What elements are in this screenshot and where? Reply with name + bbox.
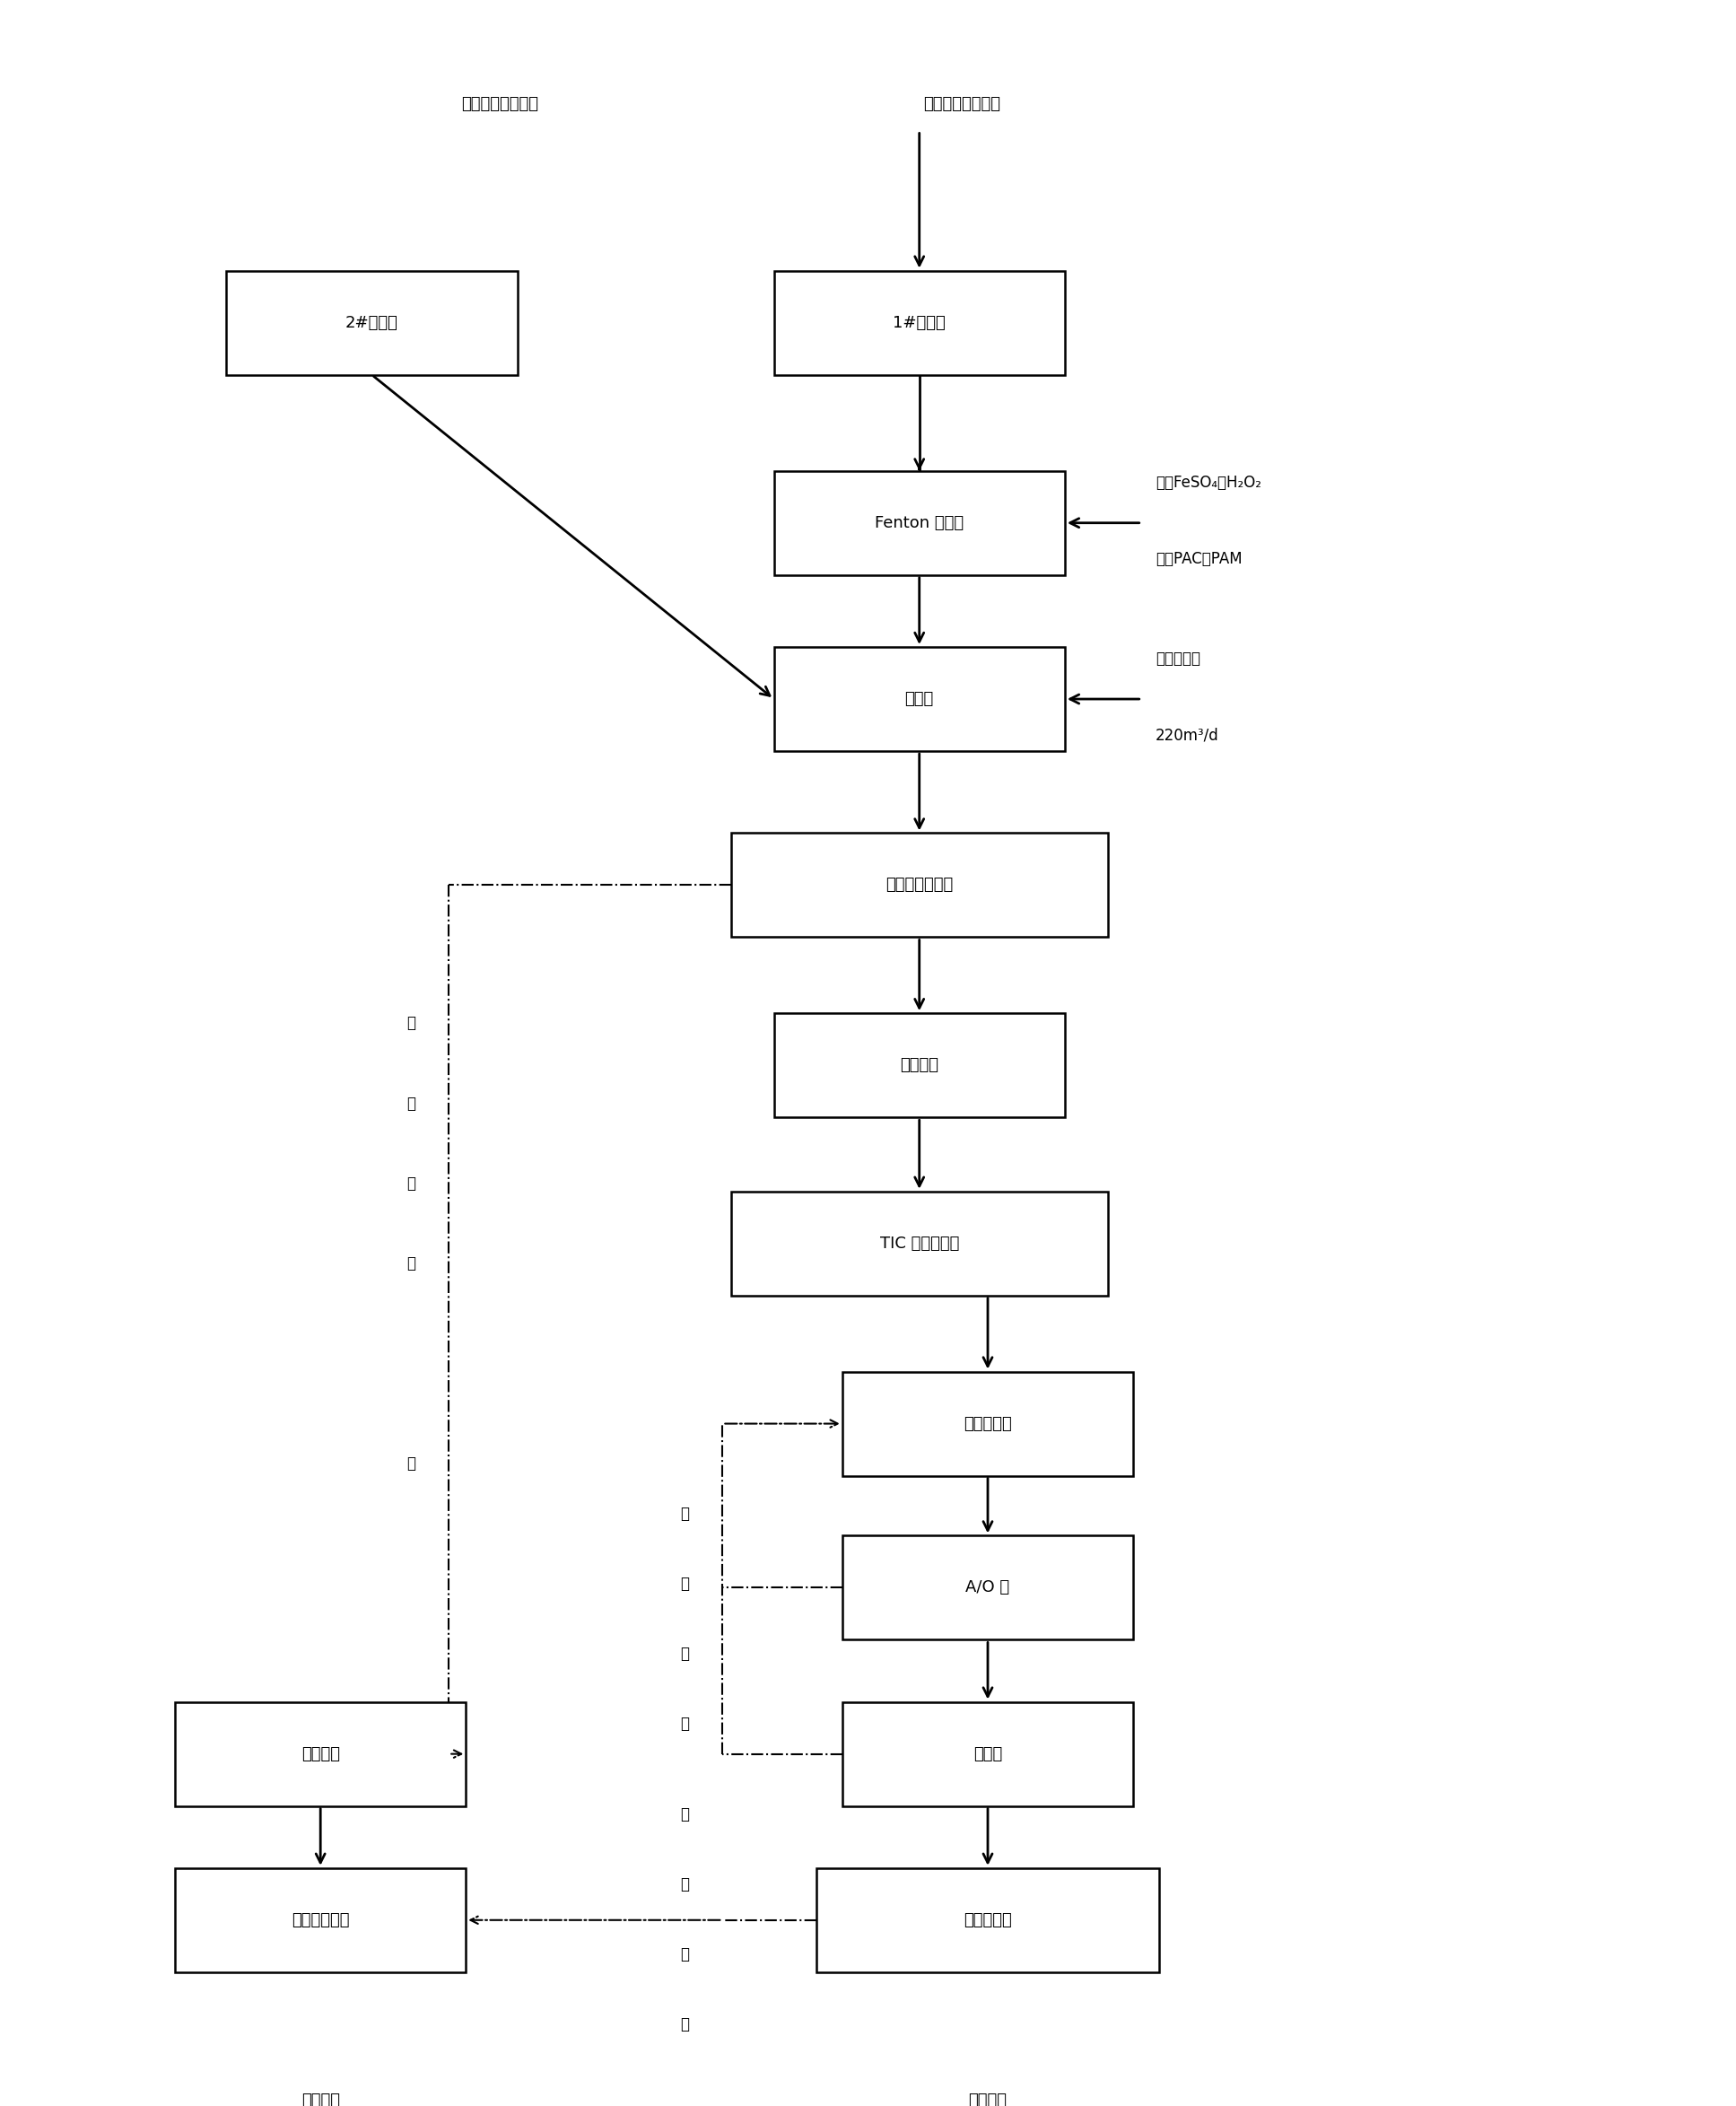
- Text: 碱、PAC、PAM: 碱、PAC、PAM: [1156, 552, 1243, 567]
- Text: 低浓度废水: 低浓度废水: [1156, 651, 1200, 668]
- Text: 污: 污: [406, 1175, 415, 1192]
- Bar: [175, 1702, 465, 1807]
- Bar: [731, 834, 1108, 937]
- Text: 污: 污: [681, 1506, 689, 1523]
- Text: 污泥脱水系统: 污泥脱水系统: [292, 1912, 349, 1929]
- Text: 干泥外运: 干泥外运: [300, 2091, 340, 2106]
- Text: 化: 化: [681, 1876, 689, 1891]
- Text: 高浓度易降解废水: 高浓度易降解废水: [462, 97, 538, 112]
- Text: 污: 污: [681, 1946, 689, 1963]
- Text: 泥: 泥: [406, 1455, 415, 1472]
- Text: 预酸化池: 预酸化池: [899, 1057, 939, 1074]
- Text: 水解酸化池: 水解酸化池: [963, 1415, 1012, 1432]
- Bar: [774, 647, 1064, 752]
- Text: 220m³/d: 220m³/d: [1156, 727, 1219, 743]
- Text: 污泥储池: 污泥储池: [300, 1746, 340, 1763]
- Bar: [226, 272, 517, 375]
- Text: Fenton 氧化池: Fenton 氧化池: [875, 514, 963, 531]
- Bar: [175, 1868, 465, 1971]
- Text: 达标排放: 达标排放: [969, 2091, 1007, 2106]
- Text: 膜池终沉池: 膜池终沉池: [963, 1912, 1012, 1929]
- Text: 2#集水池: 2#集水池: [345, 314, 398, 331]
- Bar: [842, 1535, 1134, 1641]
- Text: TIC 厌氧反应器: TIC 厌氧反应器: [880, 1236, 958, 1251]
- Bar: [816, 1868, 1160, 1971]
- Text: 深度水解酸化池: 深度水解酸化池: [885, 876, 953, 893]
- Bar: [774, 272, 1064, 375]
- Text: A/O 池: A/O 池: [965, 1580, 1010, 1596]
- Text: 1#集水池: 1#集水池: [892, 314, 946, 331]
- Text: 泥: 泥: [681, 1575, 689, 1592]
- Text: 污: 污: [406, 1015, 415, 1032]
- Bar: [774, 472, 1064, 575]
- Bar: [774, 1013, 1064, 1118]
- Bar: [842, 1702, 1134, 1807]
- Text: 酸、FeSO₄、H₂O₂: 酸、FeSO₄、H₂O₂: [1156, 474, 1262, 491]
- Text: 泥: 泥: [406, 1255, 415, 1272]
- Text: 泥: 泥: [681, 2015, 689, 2032]
- Text: 调节池: 调节池: [904, 691, 934, 708]
- Text: 流: 流: [681, 1716, 689, 1731]
- Text: 高浓度难降解废水: 高浓度难降解废水: [924, 97, 1000, 112]
- Text: 二沉池: 二沉池: [974, 1746, 1002, 1763]
- Bar: [842, 1371, 1134, 1476]
- Text: 污: 污: [681, 1807, 689, 1822]
- Bar: [731, 1192, 1108, 1295]
- Text: 回: 回: [681, 1645, 689, 1662]
- Text: 化: 化: [406, 1095, 415, 1112]
